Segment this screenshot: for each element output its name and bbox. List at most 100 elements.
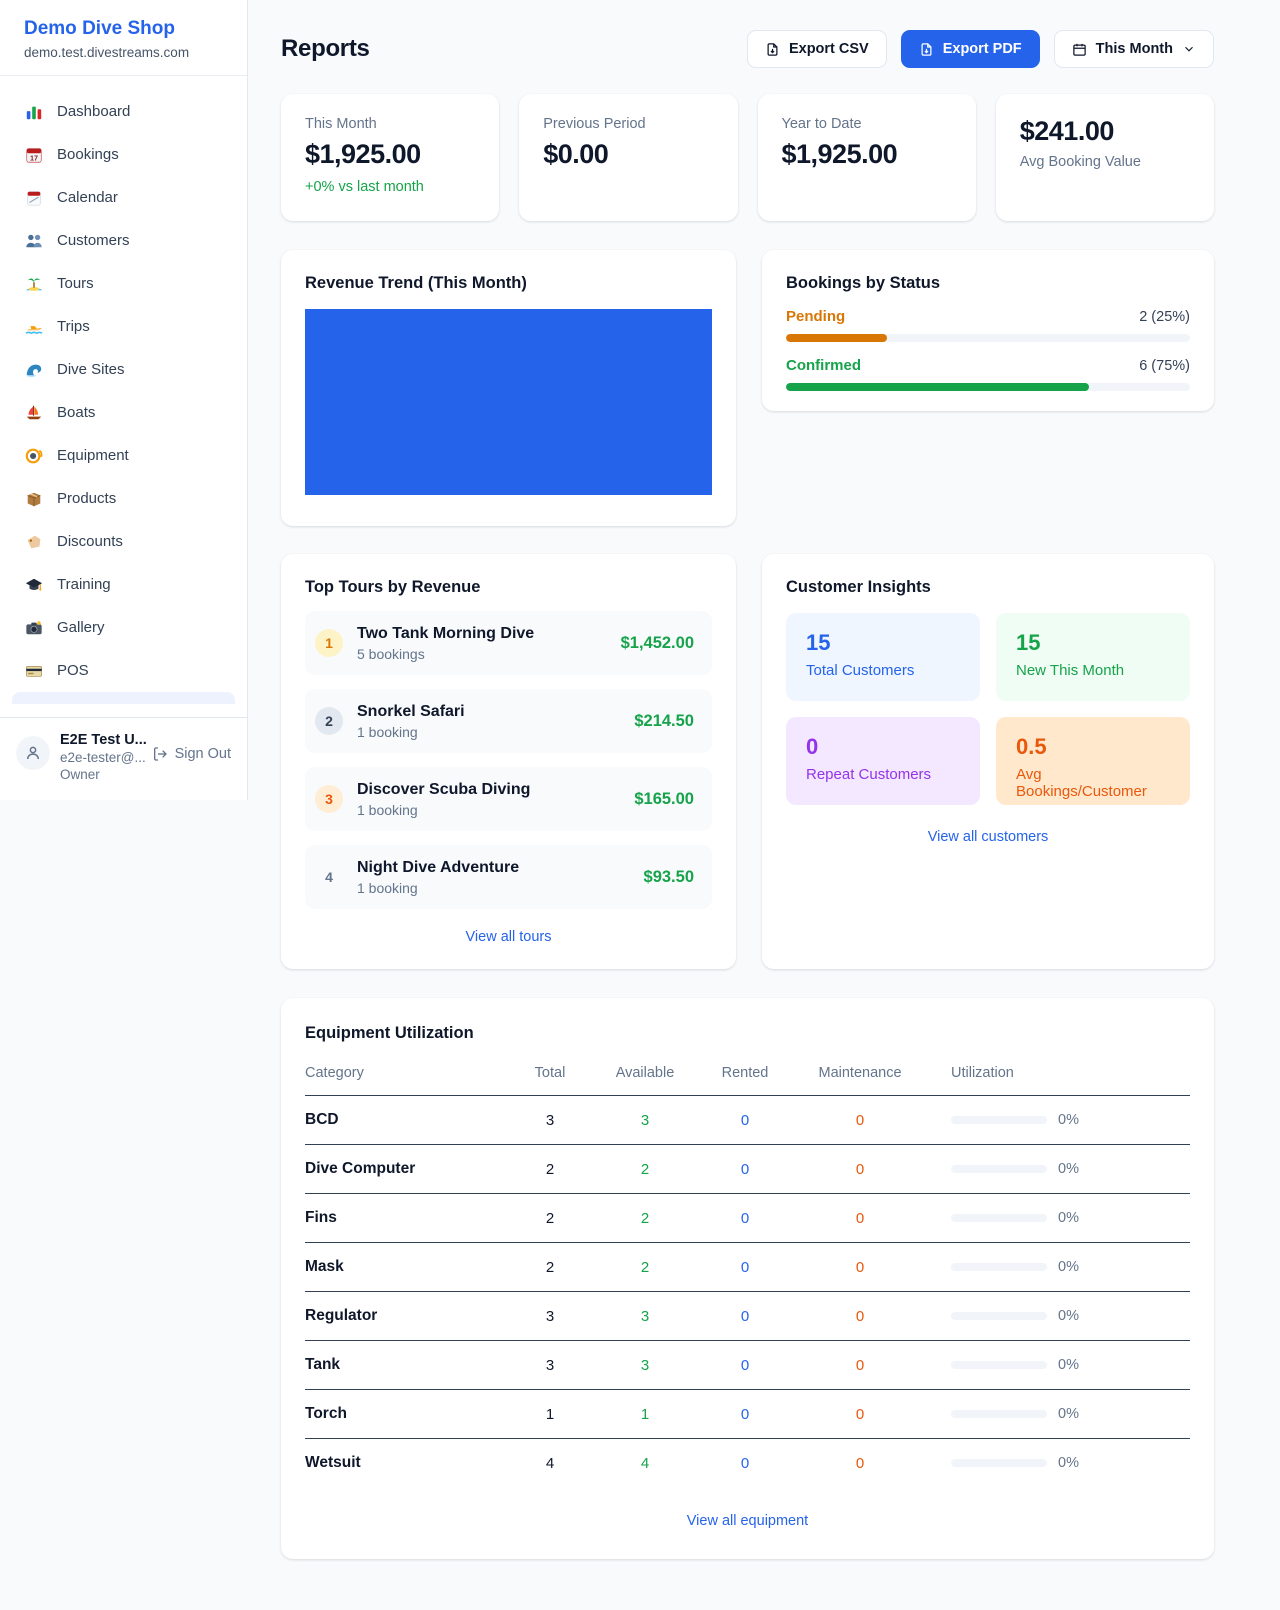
period-label: This Month — [1095, 41, 1173, 57]
sidebar-item-trips[interactable]: Trips — [12, 305, 235, 348]
rank-badge: 1 — [315, 629, 343, 657]
sidebar-item-calendar[interactable]: Calendar — [12, 176, 235, 219]
bar-chart-icon — [24, 102, 44, 122]
sidebar-item-discounts[interactable]: Discounts — [12, 520, 235, 563]
rank-badge: 2 — [315, 707, 343, 735]
cell-maintenance: 0 — [795, 1144, 925, 1194]
equipment-table: Category Total Available Rented Maintena… — [305, 1065, 1190, 1487]
nav-item-partial-highlight[interactable] — [12, 692, 235, 704]
cell-maintenance: 0 — [795, 1389, 925, 1439]
cell-maintenance: 0 — [795, 1291, 925, 1341]
tile-avg-bookings: 0.5 Avg Bookings/Customer — [996, 717, 1190, 805]
sidebar-item-tours[interactable]: Tours — [12, 262, 235, 305]
utilization-pct: 0% — [1058, 1308, 1079, 1324]
top-tours-card: Top Tours by Revenue 1 Two Tank Morning … — [281, 554, 736, 969]
sidebar-item-equipment[interactable]: Equipment — [12, 434, 235, 477]
cell-available: 2 — [595, 1242, 695, 1292]
status-label: Pending — [786, 308, 846, 325]
period-select[interactable]: This Month — [1053, 30, 1214, 68]
tour-amount: $1,452.00 — [620, 633, 694, 652]
sidebar-item-dive-sites[interactable]: Dive Sites — [12, 348, 235, 391]
customer-insights-card: Customer Insights 15 Total Customers 15 … — [762, 554, 1214, 969]
cell-total: 2 — [505, 1144, 595, 1194]
stat-label: This Month — [305, 116, 377, 132]
cell-available: 3 — [595, 1340, 695, 1390]
island-icon — [24, 274, 44, 294]
cell-category: Tank — [305, 1340, 505, 1390]
utilization-cell: 0% — [925, 1259, 1190, 1275]
header-actions: Export CSV Export PDF This Month — [746, 30, 1214, 68]
utilization-pct: 0% — [1058, 1259, 1079, 1275]
sidebar-item-boats[interactable]: Boats — [12, 391, 235, 434]
view-all-customers-link[interactable]: View all customers — [927, 829, 1049, 845]
cell-rented: 0 — [695, 1242, 795, 1292]
brand-domain: demo.test.divestreams.com — [24, 45, 190, 60]
status-label: Confirmed — [786, 357, 861, 374]
status-row-confirmed: Confirmed 6 (75%) — [786, 357, 1190, 391]
table-row: BCD 3 3 0 0 0% — [305, 1095, 1190, 1145]
tour-row: 3 Discover Scuba Diving 1 booking $165.0… — [305, 767, 712, 831]
insights-row: Top Tours by Revenue 1 Two Tank Morning … — [281, 554, 1214, 969]
col-header-utilization: Utilization — [925, 1065, 1190, 1096]
sidebar-item-dashboard[interactable]: Dashboard — [12, 90, 235, 133]
sidebar-item-training[interactable]: Training — [12, 563, 235, 606]
export-pdf-button[interactable]: Export PDF — [900, 30, 1040, 68]
cell-maintenance: 0 — [795, 1095, 925, 1145]
tour-row: 1 Two Tank Morning Dive 5 bookings $1,45… — [305, 611, 712, 675]
utilization-bar — [951, 1165, 1047, 1173]
calendar-date-icon: 17 — [24, 145, 44, 165]
revenue-trend-card: Revenue Trend (This Month) — [281, 250, 736, 526]
cell-available: 2 — [595, 1144, 695, 1194]
sidebar-item-label: Customers — [57, 232, 130, 249]
page-header: Reports Export CSV Export PDF This Month — [281, 30, 1214, 68]
tour-name: Two Tank Morning Dive — [357, 624, 535, 642]
cell-category: Torch — [305, 1389, 505, 1439]
stat-value: $1,925.00 — [305, 139, 421, 169]
cell-total: 1 — [505, 1389, 595, 1439]
export-pdf-label: Export PDF — [942, 41, 1022, 57]
stat-label: Previous Period — [543, 116, 646, 132]
sidebar-item-pos[interactable]: POS — [12, 649, 235, 692]
export-csv-label: Export CSV — [788, 41, 869, 57]
sign-out-label: Sign Out — [174, 746, 231, 762]
wave-icon — [24, 360, 44, 380]
cell-rented: 0 — [695, 1340, 795, 1390]
utilization-bar — [951, 1116, 1047, 1124]
customer-insights-title: Customer Insights — [786, 578, 931, 596]
table-row: Torch 1 1 0 0 0% — [305, 1389, 1190, 1439]
rank-badge: 3 — [315, 785, 343, 813]
dive-mask-icon — [24, 446, 44, 466]
status-row-pending: Pending 2 (25%) — [786, 308, 1190, 342]
tile-label: New This Month — [1016, 662, 1125, 679]
cell-category: Regulator — [305, 1291, 505, 1341]
sidebar: Demo Dive Shop demo.test.divestreams.com… — [0, 0, 248, 800]
utilization-pct: 0% — [1058, 1112, 1079, 1128]
revenue-trend-title: Revenue Trend (This Month) — [305, 274, 527, 292]
tile-new-this-month: 15 New This Month — [996, 613, 1190, 701]
sidebar-item-bookings[interactable]: 17 Bookings — [12, 133, 235, 176]
utilization-pct: 0% — [1058, 1161, 1079, 1177]
sidebar-item-label: Dashboard — [57, 103, 131, 120]
view-all-tours-link[interactable]: View all tours — [465, 929, 552, 945]
status-value: 2 (25%) — [1139, 308, 1190, 325]
sign-out-button[interactable]: Sign Out — [152, 746, 231, 762]
sidebar-item-customers[interactable]: Customers — [12, 219, 235, 262]
view-all-equipment-link[interactable]: View all equipment — [686, 1513, 809, 1529]
insight-tiles: 15 Total Customers 15 New This Month 0 R… — [786, 613, 1190, 805]
tag-icon — [24, 532, 44, 552]
cell-rented: 0 — [740, 1454, 750, 1472]
status-value: 6 (75%) — [1139, 357, 1190, 374]
sidebar-item-products[interactable]: Products — [12, 477, 235, 520]
sidebar-item-label: Bookings — [57, 146, 119, 163]
tour-amount: $165.00 — [634, 789, 694, 808]
col-header-rented: Rented — [695, 1065, 795, 1096]
utilization-bar — [951, 1312, 1047, 1320]
tile-label: Total Customers — [806, 662, 915, 679]
utilization-bar — [951, 1361, 1047, 1369]
sidebar-item-label: Dive Sites — [57, 361, 125, 378]
sidebar-item-gallery[interactable]: Gallery — [12, 606, 235, 649]
cell-total: 2 — [505, 1193, 595, 1243]
export-csv-button[interactable]: Export CSV — [746, 30, 887, 68]
user-email: e2e-tester@... — [60, 750, 146, 765]
cell-rented: 0 — [695, 1095, 795, 1145]
